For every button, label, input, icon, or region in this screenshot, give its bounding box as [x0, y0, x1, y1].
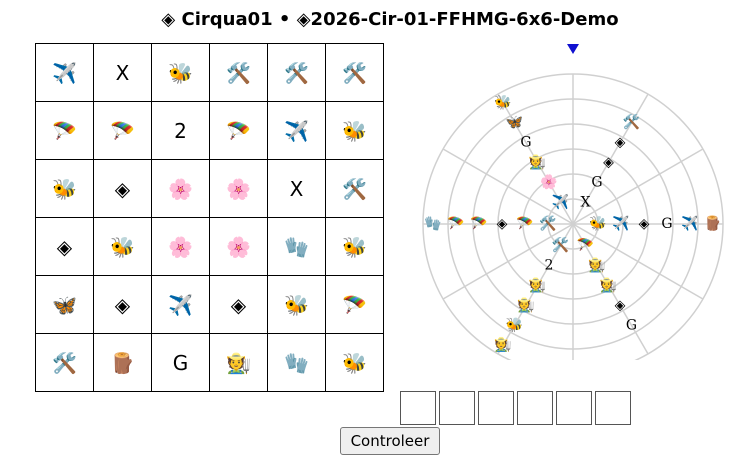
- grid-row: ◈ 🐝 🌸 🌸 🧤 🐝: [35, 217, 384, 276]
- pointer: [567, 44, 579, 54]
- wheel-item: 🛠️: [623, 113, 640, 131]
- grid-cell[interactable]: 🐝: [325, 217, 384, 276]
- wheel-item: 🧑‍🌾: [599, 276, 617, 293]
- wheel-item: 🛠️: [552, 236, 569, 254]
- wheel-item: ✈️: [552, 192, 570, 210]
- check-button[interactable]: Controleer: [340, 427, 440, 455]
- grid-cell[interactable]: X: [267, 159, 326, 218]
- wheel-item: ✈️: [681, 214, 699, 232]
- wheel-item: G: [520, 135, 531, 151]
- wheel-item: G: [626, 317, 637, 333]
- spoke: [572, 223, 649, 355]
- grid-cell[interactable]: 🌸: [151, 217, 210, 276]
- wheel-item: X: [581, 194, 591, 210]
- grid-cell[interactable]: 🪂: [93, 101, 152, 160]
- title: ◈ Cirqua01 • ◈2026-Cir-01-FFHMG-6x6-Demo: [161, 9, 619, 30]
- grid-cell[interactable]: G: [151, 333, 210, 392]
- wheel-item: 🐝: [506, 316, 523, 333]
- grid-cell[interactable]: ✈️: [35, 43, 94, 102]
- spoke: [497, 93, 574, 225]
- grid-cell[interactable]: ✈️: [151, 275, 210, 334]
- grid-cell[interactable]: 🐝: [325, 101, 384, 160]
- grid-cell[interactable]: 🌸: [209, 159, 268, 218]
- wheel-item: 2: [545, 258, 554, 274]
- wheel-item: ◈: [497, 216, 508, 232]
- grid-cell[interactable]: 🛠️: [325, 159, 384, 218]
- wheel-item: 🧑‍🌾: [587, 257, 605, 274]
- wheel-item: 🦋: [506, 115, 524, 131]
- wheel-item: ◈: [639, 216, 650, 232]
- grid-cell[interactable]: 🐝: [151, 43, 210, 102]
- grid-cell[interactable]: 🪂: [35, 101, 94, 160]
- grid-cell[interactable]: ◈: [209, 275, 268, 334]
- wheel-item: 🪂: [516, 216, 533, 232]
- answer-box[interactable]: [517, 391, 553, 425]
- grid-cell[interactable]: ◈: [93, 159, 152, 218]
- grid-cell[interactable]: 🛠️: [35, 333, 94, 392]
- wheel-item: G: [661, 216, 672, 232]
- grid-cell[interactable]: X: [93, 43, 152, 102]
- wheel-item: 🛠️: [539, 214, 556, 232]
- wheel-item: 🐝: [494, 94, 511, 111]
- wheel-item: 🧑‍🌾: [528, 154, 546, 171]
- grid-cell[interactable]: 🧤: [267, 333, 326, 392]
- wheel-item: ✈️: [612, 214, 630, 232]
- grid-cell[interactable]: 🐝: [267, 275, 326, 334]
- grid-row: 🪂 🪂 2 🪂 ✈️ 🐝: [35, 101, 384, 160]
- wheel-item: 🪂: [470, 216, 487, 232]
- grid-cell[interactable]: ◈: [93, 275, 152, 334]
- wheel-item: 🪂: [447, 216, 464, 232]
- wheel-item: 🧑‍🌾: [516, 296, 534, 313]
- grid-cell[interactable]: 🪵: [93, 333, 152, 392]
- spoke: [442, 223, 574, 300]
- puzzle-grid: ✈️ X 🐝 🛠️ 🛠️ 🛠️ 🪂 🪂 2 🪂 ✈️ 🐝 🐝 ◈ 🌸 🌸 X 🛠️ ◈ 🐝 🌸 🌸 🧤 🐝 🦋 ◈ ✈️ ◈ 🐝 🪂 🛠️ 🪵…: [35, 43, 384, 392]
- grid-cell[interactable]: 🐝: [93, 217, 152, 276]
- spoke: [572, 93, 649, 225]
- wheel-item: 🧑‍🌾: [493, 336, 511, 353]
- answer-box[interactable]: [400, 391, 436, 425]
- grid-cell[interactable]: 🐝: [35, 159, 94, 218]
- grid-row: 🐝 ◈ 🌸 🌸 X 🛠️: [35, 159, 384, 218]
- grid-cell[interactable]: 🧑‍🌾: [209, 333, 268, 392]
- grid-cell[interactable]: 🧤: [267, 217, 326, 276]
- spoke: [442, 148, 574, 225]
- grid-cell[interactable]: 🛠️: [267, 43, 326, 102]
- grid-row: ✈️ X 🐝 🛠️ 🛠️ 🛠️: [35, 43, 384, 102]
- grid-cell[interactable]: 🛠️: [209, 43, 268, 102]
- grid-cell[interactable]: 🌸: [209, 217, 268, 276]
- wheel-item: 🌸: [540, 173, 557, 190]
- grid-row: 🛠️ 🪵 G 🧑‍🌾 🧤 🐝: [35, 333, 384, 392]
- wheel-item: G: [591, 174, 602, 190]
- grid-cell[interactable]: 🐝: [325, 333, 384, 392]
- grid-cell[interactable]: 🪂: [325, 275, 384, 334]
- grid-cell[interactable]: 🪂: [209, 101, 268, 160]
- wheel-item: 🧑‍🌾: [528, 276, 546, 293]
- wheel-item: ◈: [615, 135, 626, 151]
- grid-cell[interactable]: 🦋: [35, 275, 94, 334]
- answer-box[interactable]: [439, 391, 475, 425]
- answer-box[interactable]: [556, 391, 592, 425]
- grid-cell[interactable]: 🛠️: [325, 43, 384, 102]
- grid-cell[interactable]: ◈: [35, 217, 94, 276]
- wheel-item: ◈: [603, 155, 614, 171]
- wheel-item: 🐝: [589, 215, 606, 232]
- wheel-item: ◈: [615, 297, 626, 313]
- spoke: [497, 223, 574, 355]
- grid-cell[interactable]: 🌸: [151, 159, 210, 218]
- spoke: [572, 148, 704, 225]
- answer-box[interactable]: [478, 391, 514, 425]
- answer-box[interactable]: [595, 391, 631, 425]
- spoke: [572, 223, 704, 300]
- grid-cell[interactable]: ✈️: [267, 101, 326, 160]
- grid-cell[interactable]: 2: [151, 101, 210, 160]
- grid-row: 🦋 ◈ ✈️ ◈ 🐝 🪂: [35, 275, 384, 334]
- wheel-item: 🧤: [424, 216, 441, 232]
- wheel: 🐝 ✈️ ◈ G ✈️ 🪵🪂🧑‍🌾🧑‍🌾◈G🛠️2🧑‍🌾🧑‍🌾🐝🧑‍🌾🛠️🪂◈🪂🪂🧤✈️🌸…: [422, 44, 724, 360]
- wheel-item: 🪵: [704, 215, 721, 232]
- wheel-item: 🪂: [577, 238, 594, 254]
